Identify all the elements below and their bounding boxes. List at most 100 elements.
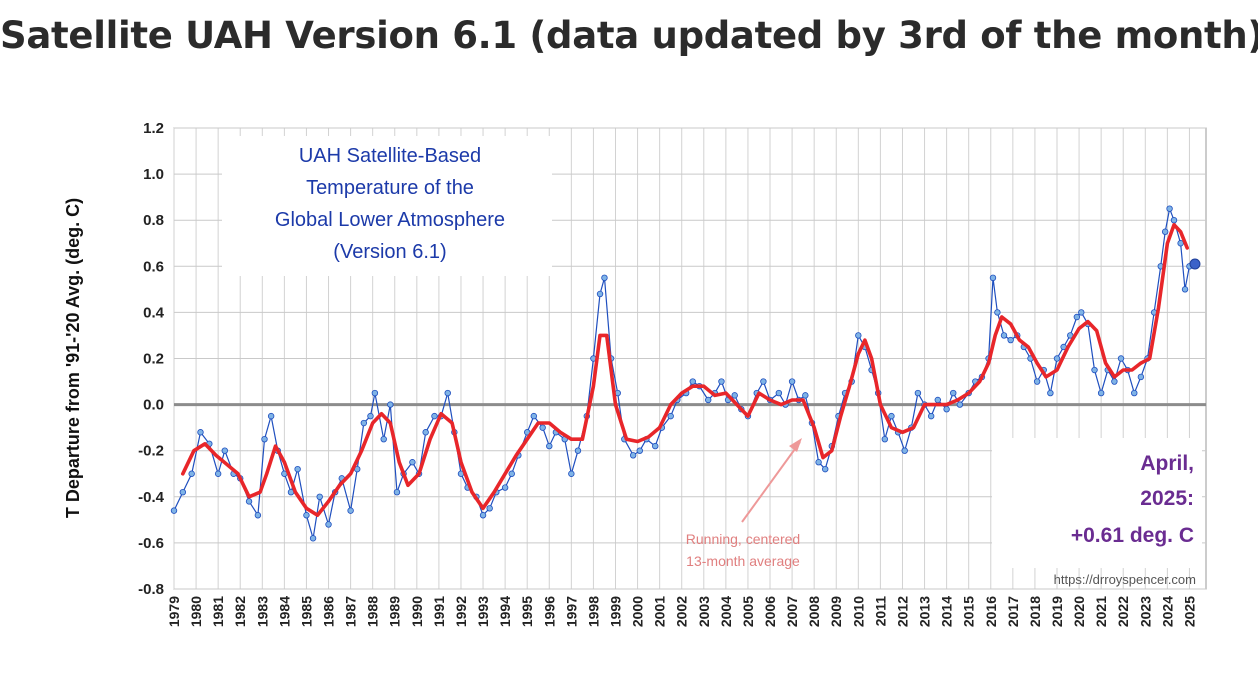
axes: 1979 1980 1981 1982 1983 1984 1985 1986 1987 1988… <box>138 120 1197 627</box>
x-tick-label: 2013 <box>917 596 933 627</box>
monthly-point <box>221 447 228 454</box>
x-tick-label: 2025 <box>1181 596 1197 627</box>
x-tick-label: 1980 <box>188 596 204 627</box>
monthly-point <box>950 389 957 397</box>
x-tick-label: 2018 <box>1027 596 1043 627</box>
y-tick-label: 0.0 <box>143 397 164 414</box>
monthly-point <box>943 406 950 413</box>
monthly-point <box>914 389 922 397</box>
x-tick-label: 1989 <box>387 596 403 627</box>
x-tick-label: 2005 <box>740 596 756 627</box>
monthly-point <box>409 459 416 466</box>
monthly-point <box>367 412 374 420</box>
x-tick-label: 1993 <box>475 596 491 627</box>
x-tick-label: 1985 <box>298 596 314 627</box>
y-tick-label: 0.6 <box>143 258 164 275</box>
x-tick-label: 2014 <box>939 596 955 627</box>
chart-title-line-2: Temperature of the <box>306 177 474 199</box>
monthly-point <box>479 512 487 519</box>
monthly-point <box>1181 286 1189 293</box>
chart-title-line-1: UAH Satellite-Based <box>299 145 481 167</box>
monthly-point <box>652 442 659 450</box>
monthly-point <box>530 412 538 420</box>
monthly-point <box>1033 378 1041 385</box>
monthly-point <box>1170 216 1178 224</box>
monthly-point <box>1078 309 1085 316</box>
monthly-point <box>927 412 935 420</box>
monthly-point <box>636 447 643 454</box>
monthly-point <box>380 435 387 443</box>
x-tick-label: 2000 <box>630 596 646 627</box>
monthly-point <box>316 493 323 500</box>
chart-title-line-4: (Version 6.1) <box>333 241 446 263</box>
monthly-point <box>1137 373 1145 381</box>
monthly-point <box>596 290 604 298</box>
monthly-point <box>325 521 332 528</box>
monthly-point <box>1161 228 1169 235</box>
monthly-point <box>1166 205 1173 212</box>
monthly-point <box>601 274 608 282</box>
monthly-point <box>508 470 515 477</box>
x-tick-label: 2006 <box>762 596 778 627</box>
x-tick-label: 2008 <box>806 596 822 627</box>
monthly-point <box>501 484 509 491</box>
monthly-point <box>387 401 394 408</box>
monthly-point <box>1117 355 1125 362</box>
running-average-line <box>181 223 1189 518</box>
callout-line-3: +0.61 deg. C <box>1071 524 1194 547</box>
x-tick-label: 1998 <box>585 596 601 627</box>
y-tick-label: 0.8 <box>143 212 164 229</box>
monthly-point <box>1000 332 1008 339</box>
y-tick-label: -0.8 <box>138 581 164 598</box>
monthly-point <box>994 309 1001 316</box>
monthly-point <box>802 392 809 399</box>
latest-point <box>1189 258 1201 270</box>
x-tick-label: 2020 <box>1071 596 1087 627</box>
y-tick-label: 1.0 <box>143 166 164 183</box>
y-axis-label: T Departure from '91-'20 Avg. (deg. C) <box>63 198 83 518</box>
x-tick-label: 1981 <box>210 596 226 627</box>
x-tick-label: 2016 <box>983 596 999 627</box>
x-tick-label: 2002 <box>674 596 690 627</box>
x-tick-label: 2010 <box>850 596 866 627</box>
monthly-point <box>934 396 941 404</box>
monthly-point <box>888 412 895 420</box>
callout-line-2: 2025: <box>1140 487 1194 510</box>
monthly-point <box>881 435 889 443</box>
y-tick-label: 1.2 <box>143 120 164 137</box>
monthly-point <box>170 507 178 514</box>
y-tick-label: -0.2 <box>138 443 164 460</box>
monthly-point <box>539 424 546 431</box>
monthly-point <box>855 332 862 339</box>
x-tick-label: 2021 <box>1093 596 1109 627</box>
x-tick-label: 1988 <box>365 596 381 627</box>
x-tick-label: 2012 <box>894 596 910 627</box>
annotation-line-2: 13-month average <box>686 553 800 569</box>
x-tick-label: 2004 <box>718 596 734 627</box>
x-tick-label: 1997 <box>563 596 579 627</box>
x-tick-label: 1994 <box>497 596 513 627</box>
x-tick-label: 1979 <box>166 596 182 627</box>
x-tick-label: 1990 <box>409 596 425 627</box>
monthly-point <box>705 396 712 404</box>
x-tick-label: 1999 <box>607 596 623 627</box>
chart-title: UAH Satellite-Based Temperature of the G… <box>222 136 552 276</box>
x-tick-label: 1986 <box>321 596 337 627</box>
x-tick-label: 2019 <box>1049 596 1065 627</box>
x-tick-label: 2009 <box>828 596 844 627</box>
monthly-point <box>1047 389 1054 397</box>
monthly-point <box>1097 389 1105 397</box>
monthly-point <box>197 429 204 436</box>
monthly-point <box>371 389 379 397</box>
y-tick-label: -0.4 <box>138 489 165 506</box>
x-tick-label: 1982 <box>232 596 248 627</box>
x-tick-label: 1995 <box>519 596 535 627</box>
monthly-point <box>1111 378 1118 385</box>
x-tick-label: 1992 <box>453 596 469 627</box>
monthly-point <box>718 378 725 385</box>
running-average-annotation: Running, centered 13-month average <box>686 438 802 569</box>
monthly-point <box>667 412 674 420</box>
monthly-point <box>360 419 368 427</box>
x-tick-label: 2007 <box>784 596 800 627</box>
x-tick-label: 2011 <box>872 596 888 627</box>
